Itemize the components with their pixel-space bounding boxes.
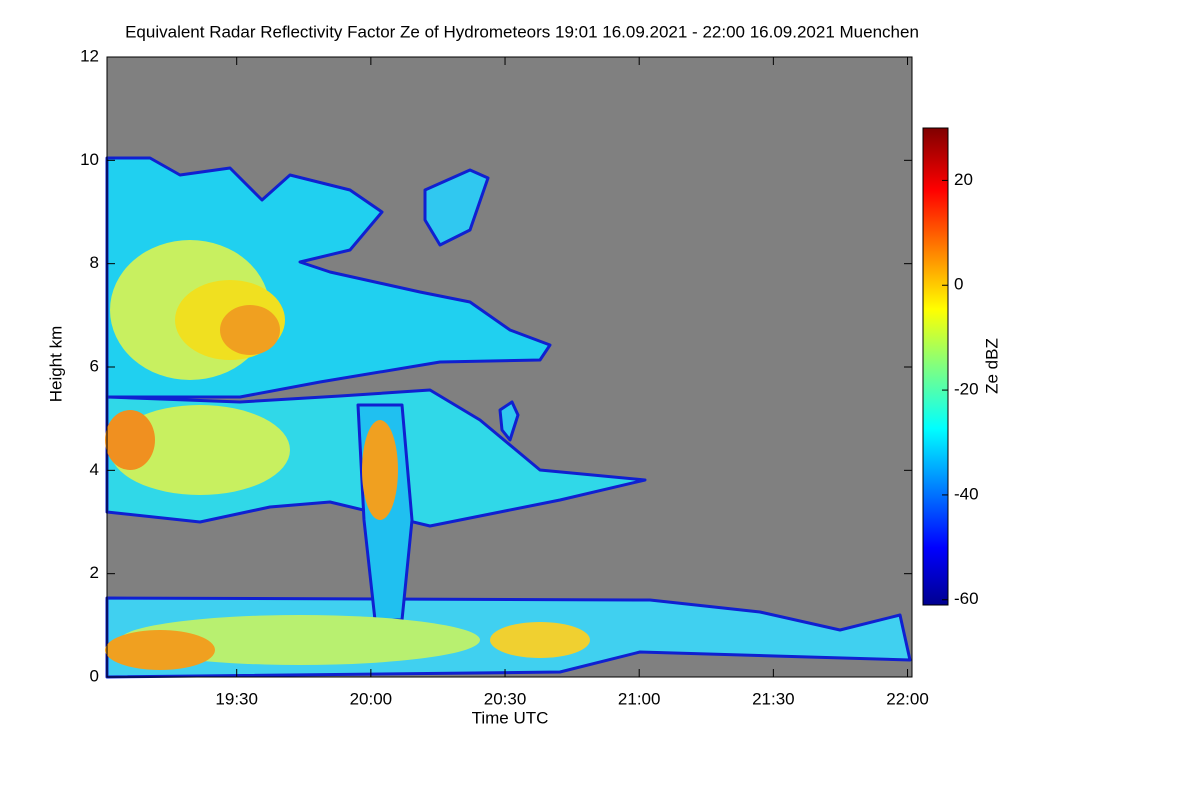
y-tick-label: 10: [80, 150, 99, 169]
x-tick-label: 20:00: [350, 689, 393, 708]
y-tick-label: 0: [90, 666, 99, 685]
small-cell: [498, 400, 520, 442]
x-tick-label: 21:30: [752, 689, 795, 708]
x-tick-label: 22:00: [886, 689, 929, 708]
colorbar: [922, 127, 949, 606]
y-tick-label: 6: [90, 356, 99, 375]
colorbar-tick-label: -40: [954, 484, 979, 503]
colorbar-tick-label: 0: [954, 275, 963, 294]
y-tick-label: 2: [90, 563, 99, 582]
x-tick-label: 19:30: [215, 689, 258, 708]
x-tick-label: 20:30: [484, 689, 527, 708]
warm-cores: [105, 240, 590, 670]
cirrus: [423, 168, 490, 247]
colorbar-tick-label: -20: [954, 380, 979, 399]
colorbar-tick-label: -60: [954, 589, 979, 608]
y-tick-label: 8: [90, 253, 99, 272]
y-axis-label: Height km: [46, 326, 65, 403]
y-tick-label: 4: [90, 460, 99, 479]
y-tick-label: 12: [80, 46, 99, 65]
colorbar-tick-label: 20: [954, 170, 973, 189]
chart-title: Equivalent Radar Reflectivity Factor Ze …: [125, 22, 919, 41]
colorbar-label: Ze dBZ: [982, 338, 1001, 394]
x-axis-label: Time UTC: [472, 708, 549, 727]
x-tick-label: 21:00: [618, 689, 661, 708]
